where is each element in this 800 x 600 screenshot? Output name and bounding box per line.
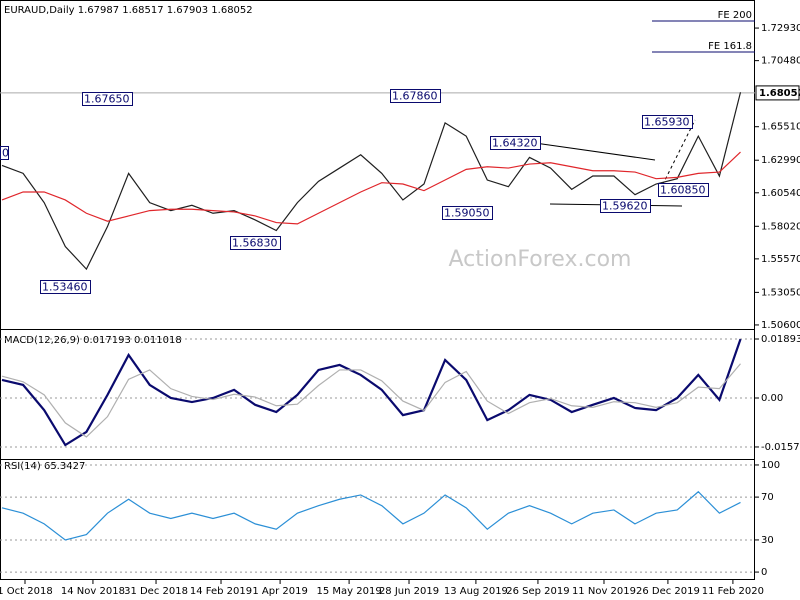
last-price-label: 1.68052 xyxy=(759,88,800,99)
annotation-box xyxy=(490,136,541,150)
frame xyxy=(0,0,755,580)
annotation-box xyxy=(0,146,9,160)
y-tick-label: 1.62990 xyxy=(761,155,800,166)
y-tick-label: 0.01893 xyxy=(761,334,800,345)
y-tick-label: 0.00 xyxy=(761,393,783,404)
x-tick-label: 31 Dec 2018 xyxy=(124,586,188,597)
annotation-box xyxy=(642,115,693,129)
x-tick-label: 14 Feb 2019 xyxy=(190,586,252,597)
x-tick-label: 11 Nov 2019 xyxy=(572,586,636,597)
x-tick-label: 15 May 2019 xyxy=(316,586,381,597)
y-tick-label: 1.55570 xyxy=(761,254,800,265)
fib-label: FE 161.8 xyxy=(708,41,752,52)
watermark: ActionForex.com xyxy=(449,247,632,272)
fib-label: FE 200 xyxy=(718,10,752,21)
x-tick-label: 13 Aug 2019 xyxy=(444,586,508,597)
series-line xyxy=(1,92,742,271)
last-price-box xyxy=(755,85,800,101)
y-tick-label: 100 xyxy=(761,460,780,471)
y-tick-label: 70 xyxy=(761,492,774,503)
annotation: 1.64320 xyxy=(492,137,538,150)
series-line xyxy=(1,151,741,225)
y-tick-label: 1.72930 xyxy=(761,23,800,34)
x-tick-label: 26 Sep 2019 xyxy=(506,586,569,597)
annotation: 1.59620 xyxy=(602,200,648,213)
annotation: 0 xyxy=(2,147,9,160)
annotation-box xyxy=(40,280,91,294)
annotation: 1.56830 xyxy=(232,237,278,250)
panel-title: RSI(14) 65.3427 xyxy=(4,461,85,472)
y-tick-label: 0 xyxy=(761,567,767,578)
y-tick-label: 1.53050 xyxy=(761,287,800,298)
annotation: 1.53460 xyxy=(42,281,88,294)
x-tick-label: 28 Jun 2019 xyxy=(379,586,439,597)
x-tick-label: 26 Dec 2019 xyxy=(636,586,700,597)
annotation: 1.60850 xyxy=(660,184,706,197)
series-line xyxy=(1,490,741,541)
series-line xyxy=(1,338,742,447)
annotation-box xyxy=(230,236,281,250)
y-tick-label: 1.70480 xyxy=(761,56,800,67)
annotation-box xyxy=(390,89,441,103)
annotation: 1.59050 xyxy=(444,207,490,220)
annotation: 1.65930 xyxy=(644,116,690,129)
annotation-box xyxy=(82,92,133,106)
annotation: 1.67650 xyxy=(84,93,130,106)
y-tick-label: 1.58020 xyxy=(761,221,800,232)
y-tick-label: 1.50600 xyxy=(761,320,800,331)
annotation-box xyxy=(658,183,709,197)
y-tick-label: 1.65510 xyxy=(761,122,800,133)
y-tick-label: 30 xyxy=(761,535,774,546)
annotation: 1.67860 xyxy=(392,90,438,103)
trend-line xyxy=(534,142,656,161)
x-tick-label: 14 Nov 2018 xyxy=(61,586,125,597)
x-tick-label: 11 Feb 2020 xyxy=(702,586,764,597)
trend-line xyxy=(659,119,696,191)
y-tick-label: 1.60540 xyxy=(761,188,800,199)
panel-title: MACD(12,26,9) 0.017193 0.011018 xyxy=(4,335,182,346)
annotation-box xyxy=(442,206,493,220)
x-tick-label: 1 Apr 2019 xyxy=(252,586,307,597)
chart-title: EURAUD,Daily 1.67987 1.68517 1.67903 1.6… xyxy=(4,5,253,16)
x-tick-label: 1 Oct 2018 xyxy=(0,586,53,597)
series-line xyxy=(1,363,741,438)
y-tick-label: -0.015719 xyxy=(761,442,800,453)
annotation-box xyxy=(600,199,651,213)
